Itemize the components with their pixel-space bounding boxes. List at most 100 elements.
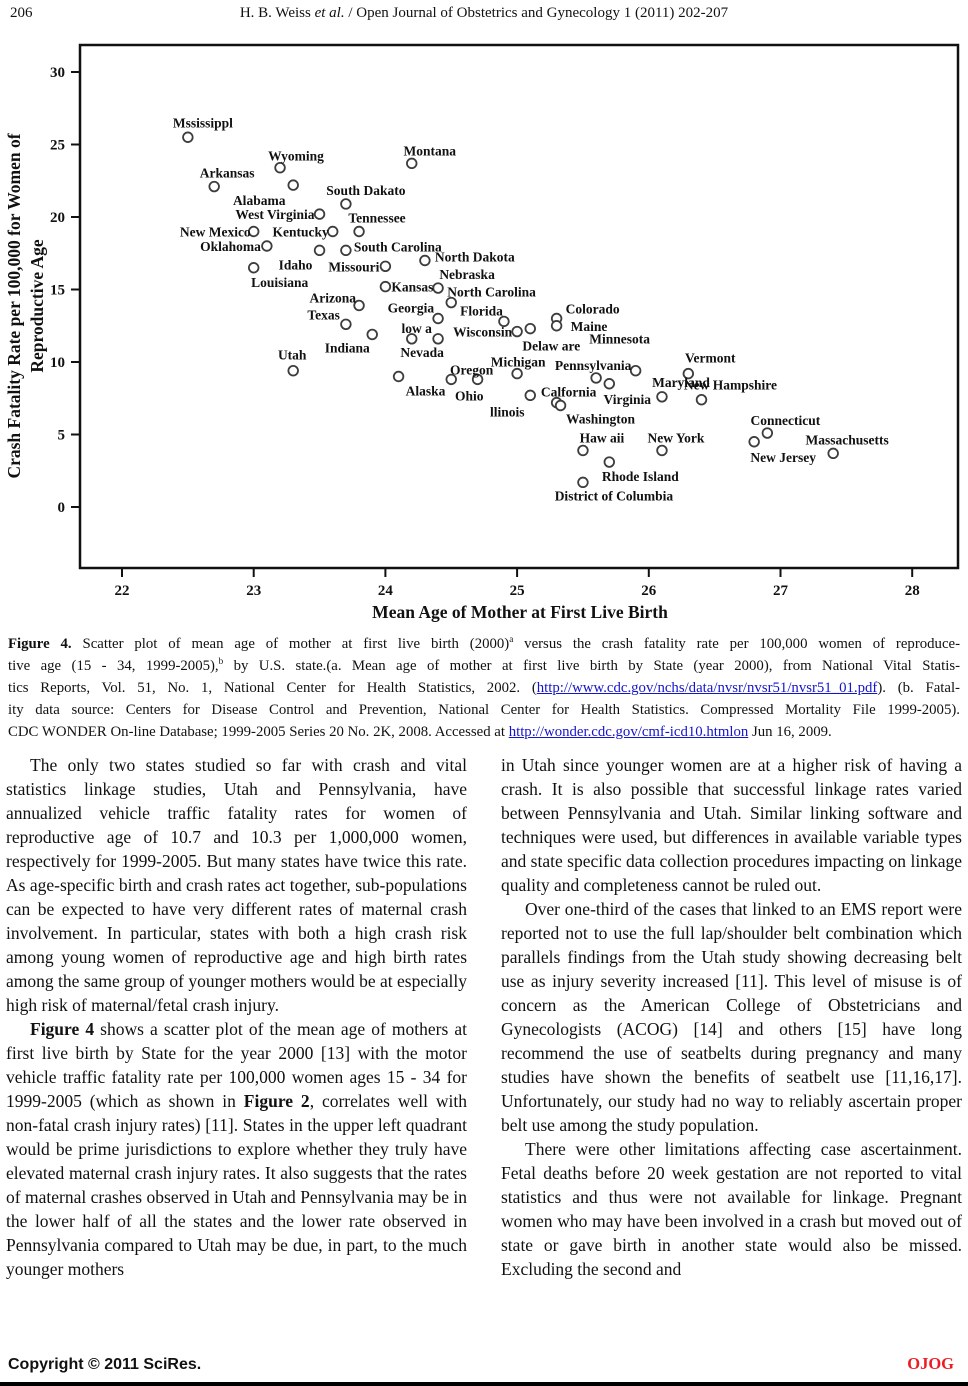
point-washington bbox=[554, 399, 567, 412]
label-oklahoma: Oklahoma bbox=[200, 239, 261, 254]
y-axis-title-line1: Crash Fatality Rate per 100,000 for Wome… bbox=[4, 133, 24, 478]
point-georgia bbox=[432, 312, 444, 325]
x-axis-title: Mean Age of Mother at First Live Birth bbox=[372, 602, 668, 622]
point-alabama bbox=[287, 179, 299, 191]
figure-caption: Figure 4. Scatter plot of mean age of mo… bbox=[8, 633, 960, 743]
point-arizona bbox=[353, 299, 365, 312]
label-rhode-island: Rhode Island bbox=[602, 469, 679, 484]
label-north-carolina: North Carolina bbox=[447, 285, 536, 300]
point-district-of-columbia bbox=[577, 476, 589, 489]
right-column: in Utah since younger women are at a hig… bbox=[501, 753, 962, 1281]
label-vermont: Vermont bbox=[685, 351, 736, 366]
y-tick-label: 20 bbox=[50, 210, 65, 226]
point-south-dakota bbox=[340, 198, 352, 210]
point-illinois bbox=[524, 389, 536, 402]
label-west-virginia: West Virginia bbox=[235, 207, 314, 222]
label-iowa: low a bbox=[402, 321, 433, 336]
paragraph: Over one-third of the cases that linked … bbox=[501, 899, 962, 1135]
body-columns: The only two states studied so far with … bbox=[6, 753, 962, 1281]
label-delaware: Delaw are bbox=[522, 339, 580, 354]
paragraph: There were other limitations affecting c… bbox=[501, 1139, 962, 1279]
paragraph: in Utah since younger women are at a hig… bbox=[501, 755, 962, 895]
caption-line: tics Reports, Vol. 51, No. 1, National C… bbox=[8, 680, 960, 696]
point-indiana bbox=[366, 328, 378, 341]
point-new-hampshire bbox=[695, 394, 708, 406]
point-south-carolina bbox=[340, 244, 352, 257]
point-mississippi bbox=[182, 131, 194, 143]
paragraph: The only two states studied so far with … bbox=[6, 755, 467, 1015]
point-pennsylvania bbox=[590, 372, 602, 384]
point-delaware bbox=[524, 322, 536, 335]
label-hawaii: Haw aii bbox=[580, 430, 625, 445]
label-new-mexico: New Mexico bbox=[180, 225, 251, 240]
label-kentucky: Kentucky bbox=[272, 225, 329, 240]
label-montana: Montana bbox=[403, 143, 456, 158]
x-tick-label: 22 bbox=[115, 583, 130, 599]
caption-link[interactable]: http://wonder.cdc.gov/cmf-icd10.htmlon bbox=[508, 724, 749, 740]
y-tick-label: 30 bbox=[50, 65, 65, 81]
label-arizona: Arizona bbox=[310, 290, 357, 305]
label-tennessee: Tennessee bbox=[348, 211, 405, 226]
label-louisiana: Louisiana bbox=[251, 275, 308, 290]
label-district-of-columbia: District of Columbia bbox=[555, 488, 674, 503]
caption-line: ity data source: Centers for Disease Con… bbox=[8, 702, 960, 718]
y-tick-label: 5 bbox=[58, 428, 66, 444]
point-new-mexico bbox=[247, 225, 260, 238]
label-georgia: Georgia bbox=[388, 301, 435, 316]
x-tick-label: 25 bbox=[510, 583, 525, 599]
copyright-notice: Copyright © 2011 SciRes. bbox=[8, 1356, 202, 1373]
label-nebraska: Nebraska bbox=[439, 267, 495, 282]
point-new-york bbox=[656, 444, 668, 457]
point-virginia bbox=[603, 378, 615, 390]
point-louisiana bbox=[247, 262, 260, 274]
page-bottom-rule bbox=[0, 1382, 968, 1386]
running-title: H. B. Weiss et al. / Open Journal of Obs… bbox=[239, 5, 729, 21]
label-alabama: Alabama bbox=[233, 193, 286, 208]
label-california: Calfornia bbox=[541, 385, 597, 400]
label-minnesota: Minnesota bbox=[589, 332, 650, 347]
point-rhode-island bbox=[603, 456, 615, 468]
point-maine bbox=[550, 320, 563, 332]
x-tick-label: 26 bbox=[641, 583, 657, 599]
y-tick-label: 15 bbox=[50, 283, 65, 299]
label-mississippi: Mssissippl bbox=[173, 115, 233, 130]
label-oregon: Oregon bbox=[450, 362, 494, 377]
x-tick-label: 24 bbox=[378, 583, 394, 599]
point-wisconsin bbox=[511, 325, 523, 338]
point-tennessee bbox=[353, 225, 365, 238]
label-massachusetts: Massachusetts bbox=[806, 432, 889, 447]
caption-line: Figure 4. Scatter plot of mean age of mo… bbox=[8, 634, 961, 652]
point-michigan bbox=[511, 367, 523, 380]
paragraph: Figure 4 shows a scatter plot of the mea… bbox=[6, 1019, 467, 1279]
label-idaho: Idaho bbox=[279, 257, 313, 272]
label-colorado: Colorado bbox=[566, 302, 620, 317]
caption-link[interactable]: http://www.cdc.gov/nchs/data/nvsr/nvsr51… bbox=[536, 680, 878, 696]
x-tick-label: 28 bbox=[905, 583, 920, 599]
label-illinois: llinois bbox=[490, 404, 525, 419]
y-tick-label: 10 bbox=[50, 355, 65, 371]
x-tick-label: 23 bbox=[246, 583, 261, 599]
label-ohio: Ohio bbox=[455, 388, 484, 403]
point-nebraska bbox=[432, 282, 444, 294]
label-michigan: Michigan bbox=[491, 355, 546, 370]
x-tick-label: 27 bbox=[773, 583, 789, 599]
label-nevada: Nevada bbox=[400, 345, 444, 360]
point-arkansas bbox=[208, 180, 220, 193]
point-iowa bbox=[406, 333, 418, 345]
label-alaska: Alaska bbox=[406, 384, 446, 399]
label-pennsylvania: Pennsylvania bbox=[555, 358, 632, 373]
label-washington: Washington bbox=[566, 412, 636, 427]
point-connecticut bbox=[761, 427, 774, 439]
label-wisconsin: Wisconsin bbox=[453, 325, 513, 340]
point-massachusetts bbox=[827, 447, 839, 460]
label-texas: Texas bbox=[307, 307, 340, 322]
point-new-jersey bbox=[748, 436, 760, 448]
point-texas bbox=[340, 318, 352, 331]
page-number: 206 bbox=[10, 5, 33, 21]
label-north-dakota: North Dakota bbox=[435, 250, 515, 265]
y-tick-label: 0 bbox=[58, 500, 66, 516]
plot-frame bbox=[78, 43, 960, 570]
point-north-dakota bbox=[419, 254, 431, 267]
label-new-jersey: New Jersey bbox=[750, 450, 816, 465]
